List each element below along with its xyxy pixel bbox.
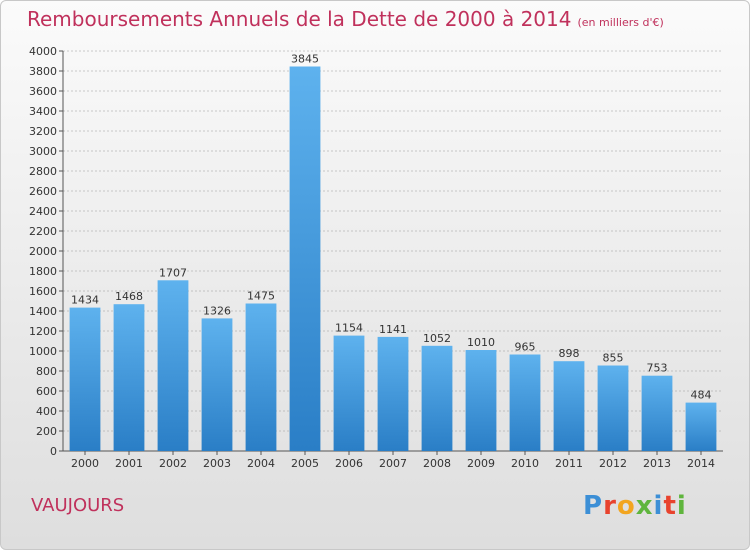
data-label-2007: 1141 (379, 323, 407, 336)
logo-letter: o (616, 491, 636, 521)
chart-subtitle: (en milliers d'€) (577, 16, 664, 29)
x-tick-label: 2007 (379, 457, 407, 470)
y-tick-label: 2000 (29, 245, 57, 258)
y-tick-label: 2200 (29, 225, 57, 238)
data-label-2009: 1010 (467, 336, 495, 349)
bar-2006 (333, 335, 365, 451)
data-label-2011: 898 (559, 347, 580, 360)
y-tick-label: 3800 (29, 65, 57, 78)
bar-2008 (421, 345, 453, 451)
data-label-2014: 484 (691, 389, 712, 402)
logo-letter: i (676, 491, 687, 521)
x-tick-label: 2012 (599, 457, 627, 470)
y-tick-label: 1200 (29, 325, 57, 338)
logo-letter: t (663, 491, 677, 521)
y-tick-label: 1000 (29, 345, 57, 358)
bar-2009 (465, 350, 497, 451)
data-label-2002: 1707 (159, 266, 187, 279)
data-label-2005: 3845 (291, 53, 319, 66)
y-tick-label: 3000 (29, 145, 57, 158)
data-label-2006: 1154 (335, 322, 363, 335)
bar-2010 (509, 354, 541, 451)
x-tick-label: 2010 (511, 457, 539, 470)
x-tick-label: 2003 (203, 457, 231, 470)
logo-letter: P (583, 491, 604, 521)
x-tick-label: 2008 (423, 457, 451, 470)
data-labels: 1434 1468 1707 1326 1475 3845 1154 1141 1052 1010… (71, 53, 712, 402)
y-tick-label: 2600 (29, 185, 57, 198)
data-label-2004: 1475 (247, 290, 275, 303)
bar-2007 (377, 336, 409, 451)
y-tick-label: 1400 (29, 305, 57, 318)
bar-2005 (289, 66, 321, 451)
data-label-2012: 855 (603, 352, 624, 365)
x-tick-label: 2002 (159, 457, 187, 470)
y-tick-label: 3400 (29, 105, 57, 118)
bar-2013 (641, 375, 673, 451)
bars (69, 66, 717, 451)
bar-2011 (553, 361, 585, 451)
x-tick-label: 2004 (247, 457, 275, 470)
x-tick-label: 2000 (71, 457, 99, 470)
bar-2012 (597, 365, 629, 451)
x-tick-label: 2006 (335, 457, 363, 470)
chart-title-text: Remboursements Annuels de la Dette de 20… (27, 7, 572, 31)
bar-2002 (157, 280, 189, 451)
data-label-2000: 1434 (71, 294, 99, 307)
chart-title: Remboursements Annuels de la Dette de 20… (27, 7, 664, 31)
y-tick-label: 2800 (29, 165, 57, 178)
y-tick-label: 3600 (29, 85, 57, 98)
bar-2004 (245, 303, 277, 451)
data-label-2003: 1326 (203, 304, 231, 317)
x-tick-label: 2011 (555, 457, 583, 470)
logo-letter: i (653, 491, 664, 521)
city-name: VAUJOURS (31, 495, 125, 516)
data-label-2010: 965 (515, 341, 536, 354)
y-tick-label: 3200 (29, 125, 57, 138)
y-tick-label: 400 (36, 405, 57, 418)
bar-2014 (685, 402, 717, 451)
x-tick-label: 2013 (643, 457, 671, 470)
x-tick-label: 2009 (467, 457, 495, 470)
y-tick-label: 600 (36, 385, 57, 398)
x-tick-label: 2005 (291, 457, 319, 470)
data-label-2001: 1468 (115, 290, 143, 303)
y-tick-label: 1800 (29, 265, 57, 278)
bar-2003 (201, 318, 233, 451)
y-tick-label: 800 (36, 365, 57, 378)
y-tick-label: 1600 (29, 285, 57, 298)
x-tick-label: 2001 (115, 457, 143, 470)
y-tick-label: 4000 (29, 45, 57, 58)
data-label-2013: 753 (647, 362, 668, 375)
data-label-2008: 1052 (423, 332, 451, 345)
bar-2001 (113, 304, 145, 451)
x-tick-label: 2014 (687, 457, 715, 470)
y-tick-label: 200 (36, 425, 57, 438)
bar-chart: 0 200 400 600 800 1000 1200 1400 1600 1800 2000 220… (29, 45, 723, 470)
proxiti-logo[interactable]: Proxiti (583, 491, 687, 521)
bar-2000 (69, 307, 101, 451)
logo-letter: x (635, 491, 654, 521)
logo-letter: r (603, 491, 617, 521)
y-tick-label: 2400 (29, 205, 57, 218)
y-tick-label: 0 (50, 445, 57, 458)
